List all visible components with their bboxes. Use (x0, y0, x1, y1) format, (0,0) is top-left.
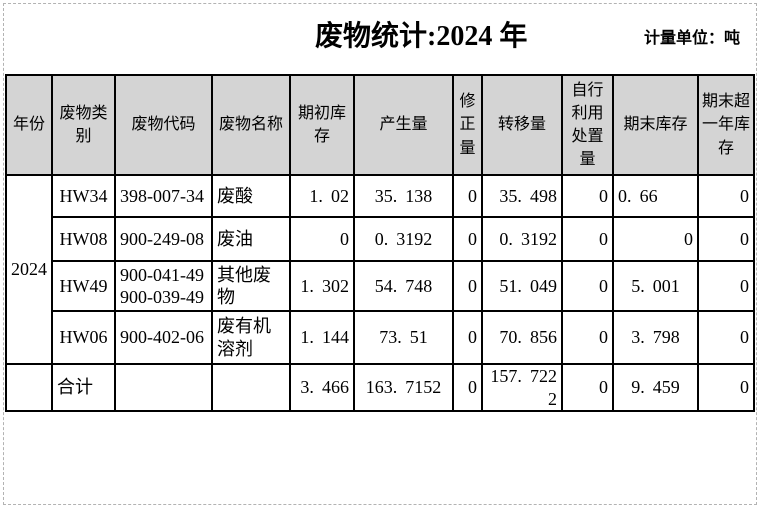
corrected-cell[interactable]: 0 (452, 174, 483, 218)
empty-year-cell[interactable] (5, 363, 53, 412)
name-cell[interactable]: 其他废物 (211, 260, 291, 312)
code-cell[interactable]: 900-041-49 900-039-49 (114, 260, 213, 312)
name-cell[interactable]: 废油 (211, 216, 291, 262)
report-title: 废物统计:2024 年 (315, 21, 528, 52)
closing-cell[interactable]: 3. 798 (612, 310, 699, 365)
header-opening[interactable]: 期初库存 (289, 74, 355, 176)
header-self-disposed[interactable]: 自行利用处置量 (561, 74, 614, 176)
opening-cell[interactable]: 1. 144 (289, 310, 355, 365)
over-one-year-cell[interactable]: 0 (697, 174, 755, 218)
opening-cell[interactable]: 0 (289, 216, 355, 262)
total-self-disposed-cell[interactable]: 0 (561, 363, 614, 412)
header-closing[interactable]: 期末库存 (612, 74, 699, 176)
waste-statistics-table: 年份 废物类别 废物代码 废物名称 期初库存 产生量 修正量 转移量 自行利用处… (5, 74, 755, 412)
corrected-cell[interactable]: 0 (452, 260, 483, 312)
over-one-year-cell[interactable]: 0 (697, 310, 755, 365)
total-closing-cell[interactable]: 9. 459 (612, 363, 699, 412)
self-disposed-cell[interactable]: 0 (561, 216, 614, 262)
code-cell[interactable]: 900-249-08 (114, 216, 213, 262)
empty-code-cell[interactable] (114, 363, 213, 412)
total-transferred-cell[interactable]: 157. 7222 (481, 363, 563, 412)
closing-cell[interactable]: 0 (612, 216, 699, 262)
corrected-cell[interactable]: 0 (452, 216, 483, 262)
total-row: 合计 3. 466 163. 7152 0 157. 7222 0 9. 459… (5, 363, 755, 412)
category-cell[interactable]: HW06 (51, 310, 116, 365)
closing-cell[interactable]: 0. 66 (612, 174, 699, 218)
name-cell[interactable]: 废有机溶剂 (211, 310, 291, 365)
self-disposed-cell[interactable]: 0 (561, 310, 614, 365)
transferred-cell[interactable]: 70. 856 (481, 310, 563, 365)
header-code[interactable]: 废物代码 (114, 74, 213, 176)
table-row: HW49 900-041-49 900-039-49 其他废物 1. 302 5… (6, 260, 755, 312)
category-cell[interactable]: HW34 (51, 174, 116, 218)
table-row: 2024 HW34 398-007-34 废酸 1. 02 35. 138 0 … (5, 174, 755, 365)
self-disposed-cell[interactable]: 0 (561, 174, 614, 218)
table-row: HW06 900-402-06 废有机溶剂 1. 144 73. 51 0 70… (6, 310, 755, 365)
over-one-year-cell[interactable]: 0 (697, 216, 755, 262)
header-name[interactable]: 废物名称 (211, 74, 291, 176)
transferred-cell[interactable]: 51. 049 (481, 260, 563, 312)
header-row: 年份 废物类别 废物代码 废物名称 期初库存 产生量 修正量 转移量 自行利用处… (5, 74, 755, 176)
header-generated[interactable]: 产生量 (353, 74, 454, 176)
unit-label: 计量单位：吨 (643, 30, 740, 47)
empty-name-cell[interactable] (211, 363, 291, 412)
generated-cell[interactable]: 73. 51 (353, 310, 454, 365)
header-corrected[interactable]: 修正量 (452, 74, 483, 176)
over-one-year-cell[interactable]: 0 (697, 260, 755, 312)
year-cell[interactable]: 2024 (5, 174, 53, 365)
total-opening-cell[interactable]: 3. 466 (289, 363, 355, 412)
transferred-cell[interactable]: 35. 498 (481, 174, 563, 218)
generated-cell[interactable]: 0. 3192 (353, 216, 454, 262)
opening-cell[interactable]: 1. 02 (289, 174, 355, 218)
generated-cell[interactable]: 54. 748 (353, 260, 454, 312)
generated-cell[interactable]: 35. 138 (353, 174, 454, 218)
name-cell[interactable]: 废酸 (211, 174, 291, 218)
header-transferred[interactable]: 转移量 (481, 74, 563, 176)
code-cell[interactable]: 398-007-34 (114, 174, 213, 218)
category-cell[interactable]: HW49 (51, 260, 116, 312)
self-disposed-cell[interactable]: 0 (561, 260, 614, 312)
header-over-one-year[interactable]: 期末超一年库存 (697, 74, 755, 176)
corrected-cell[interactable]: 0 (452, 310, 483, 365)
header-year[interactable]: 年份 (5, 74, 53, 176)
code-cell[interactable]: 900-402-06 (114, 310, 213, 365)
total-generated-cell[interactable]: 163. 7152 (353, 363, 454, 412)
transferred-cell[interactable]: 0. 3192 (481, 216, 563, 262)
total-label-cell[interactable]: 合计 (51, 363, 116, 412)
total-corrected-cell[interactable]: 0 (452, 363, 483, 412)
closing-cell[interactable]: 5. 001 (612, 260, 699, 312)
header-category[interactable]: 废物类别 (51, 74, 116, 176)
category-cell[interactable]: HW08 (51, 216, 116, 262)
opening-cell[interactable]: 1. 302 (289, 260, 355, 312)
table-row: HW08 900-249-08 废油 0 0. 3192 0 0. 3192 0… (6, 216, 755, 262)
total-over-one-year-cell[interactable]: 0 (697, 363, 755, 412)
